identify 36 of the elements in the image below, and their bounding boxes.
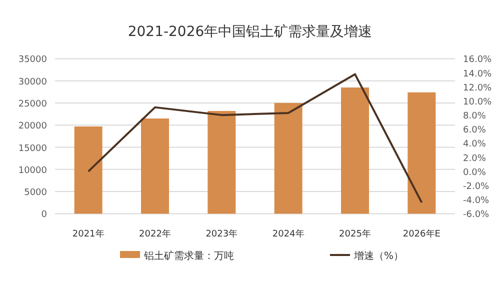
- bar: [341, 87, 369, 214]
- x-tick-label: 2026年E: [402, 228, 441, 240]
- y-tick-label: 20000: [18, 122, 48, 132]
- y2-tick-label: -4.0%: [463, 196, 490, 206]
- legend-label: 增速（%）: [353, 250, 404, 262]
- x-tick-label: 2021年: [72, 228, 104, 240]
- y-tick-label: 0: [41, 210, 48, 220]
- y2-tick-label: -2.0%: [463, 182, 490, 192]
- y-tick-label: 10000: [18, 166, 48, 176]
- bar: [274, 102, 302, 214]
- y-tick-label: 15000: [18, 144, 48, 154]
- y2-tick-label: 8.0%: [463, 112, 486, 122]
- y2-tick-label: -6.0%: [463, 210, 490, 220]
- y-tick-label: 30000: [18, 77, 48, 88]
- y2-tick-label: 16.0%: [463, 55, 492, 66]
- y2-tick-label: 6.0%: [463, 126, 486, 136]
- bar: [141, 118, 169, 214]
- y-tick-label: 5000: [24, 188, 48, 198]
- y2-tick-label: 4.0%: [463, 140, 486, 150]
- bar: [208, 110, 236, 214]
- y2-tick-label: 10.0%: [463, 97, 492, 108]
- chart-title: 2021-2026年中国铝土矿需求量及增速: [128, 24, 372, 40]
- x-tick-label: 2022年: [139, 228, 171, 240]
- y2-tick-label: 12.0%: [463, 83, 492, 94]
- y2-tick-label: 2.0%: [463, 154, 486, 164]
- legend-label: 铝土矿需求量：万吨: [143, 250, 234, 262]
- bar: [408, 92, 436, 214]
- y-tick-label: 35000: [18, 55, 48, 66]
- x-tick-label: 2025年: [339, 228, 371, 240]
- bar: [74, 126, 102, 214]
- line-series: [87, 73, 423, 204]
- x-tick-label: 2023年: [206, 228, 238, 240]
- y-tick-label: 25000: [18, 99, 48, 110]
- y2-tick-label: 0.0%: [463, 168, 486, 178]
- x-tick-label: 2024年: [272, 228, 304, 240]
- y2-tick-label: 14.0%: [463, 69, 492, 80]
